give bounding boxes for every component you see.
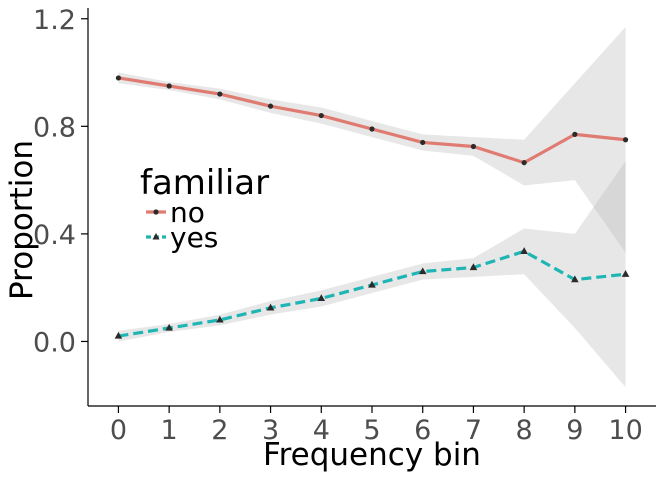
data-point-yes-10	[621, 270, 630, 277]
ci-band-yes	[118, 161, 626, 388]
y-tick-label: 0.8	[33, 112, 76, 143]
data-point-no-10	[622, 137, 629, 143]
data-point-no-7	[470, 143, 477, 150]
y-axis-title: Proportion	[4, 140, 40, 300]
confidence-bands	[118, 26, 626, 388]
data-series	[114, 75, 630, 339]
x-tick-label: 2	[211, 415, 228, 446]
legend-label-no: no	[170, 196, 205, 229]
x-tick-label: 6	[414, 415, 431, 446]
legend-key-marker-yes	[152, 233, 160, 240]
data-point-yes-0	[114, 331, 123, 339]
legend-title: familiar	[140, 163, 269, 203]
x-tick-label: 8	[516, 415, 533, 446]
y-tick-label: 0.0	[33, 327, 76, 358]
data-point-no-8	[521, 160, 527, 166]
x-tick-label: 5	[363, 415, 380, 446]
y-tick-label: 1.2	[33, 5, 76, 36]
data-point-no-6	[420, 139, 426, 146]
data-point-no-9	[572, 131, 578, 137]
data-point-yes-1	[165, 323, 173, 331]
y-tick-label: 0.4	[33, 220, 76, 251]
data-point-yes-2	[216, 315, 224, 323]
data-point-no-4	[318, 112, 324, 119]
data-point-no-2	[217, 91, 223, 97]
data-point-yes-3	[266, 303, 275, 311]
x-tick-label: 4	[313, 415, 330, 446]
data-point-no-1	[166, 83, 172, 89]
data-point-yes-9	[571, 275, 579, 283]
ci-band-no	[118, 26, 626, 253]
x-tick-label: 3	[262, 415, 279, 446]
data-point-no-5	[369, 126, 375, 132]
data-point-yes-5	[368, 280, 376, 288]
data-point-yes-4	[317, 294, 326, 302]
legend-key-marker-no	[153, 209, 159, 215]
legend-label-yes: yes	[170, 221, 218, 254]
data-point-yes-8	[520, 247, 528, 254]
axis-ticks: 0 1 2 3 4 5 6 7 8 9 10 0.0 0.4 0.8 1.2	[33, 5, 643, 446]
x-tick-label: 0	[110, 415, 127, 446]
x-tick-label: 1	[161, 415, 178, 446]
x-tick-label: 7	[465, 415, 482, 446]
data-point-no-3	[267, 103, 274, 109]
x-tick-label: 10	[608, 415, 642, 446]
x-axis-title: Frequency bin	[263, 437, 481, 473]
data-point-no-0	[115, 75, 122, 81]
x-tick-label: 9	[566, 415, 583, 446]
data-point-yes-6	[418, 267, 427, 275]
data-point-yes-7	[469, 263, 478, 271]
